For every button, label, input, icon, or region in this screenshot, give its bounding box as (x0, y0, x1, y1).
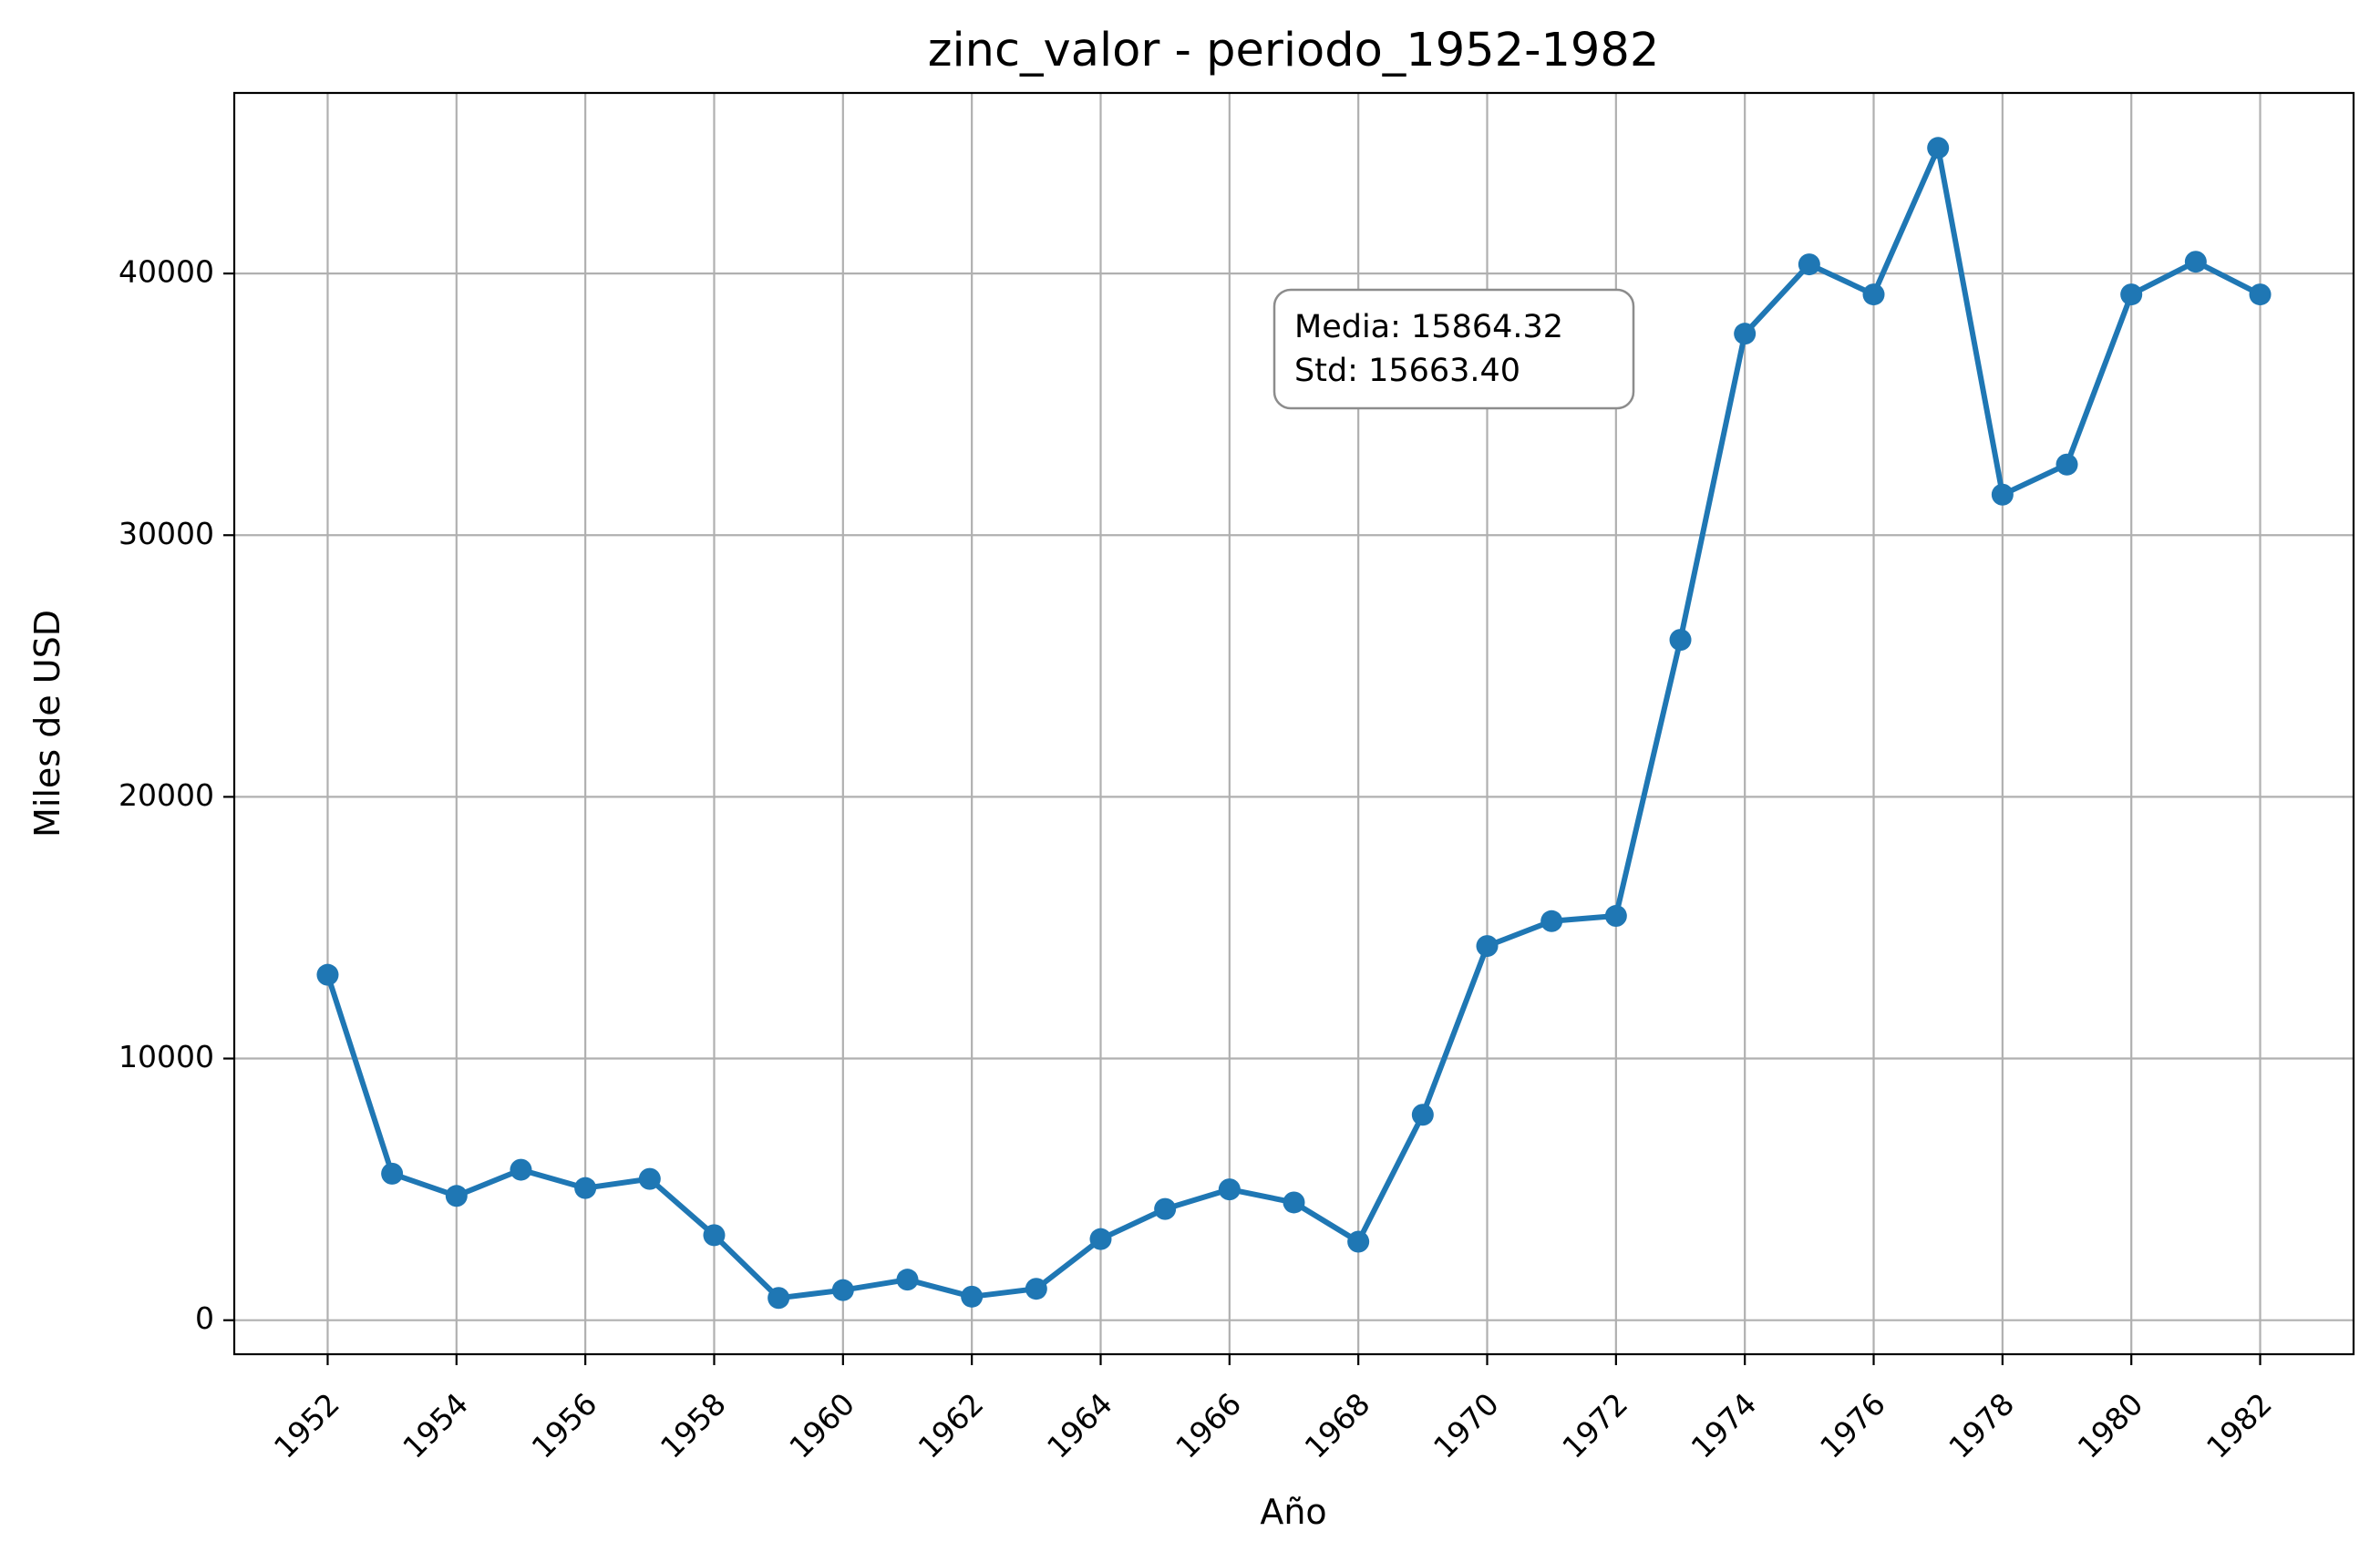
data-point (1283, 1191, 1305, 1214)
data-point (381, 1162, 404, 1185)
x-tick-label: 1954 (396, 1386, 475, 1465)
data-point (961, 1285, 984, 1308)
axis-ticks: 1952 1954 1956 1958 1960 1962 1964 1966 1968 1970… (118, 254, 2279, 1465)
x-tick-label: 1960 (782, 1386, 861, 1465)
y-tick-label: 40000 (118, 254, 214, 290)
y-tick-label: 0 (195, 1300, 214, 1336)
x-tick-label: 1972 (1555, 1386, 1634, 1465)
data-point (1089, 1228, 1112, 1250)
data-point (1991, 483, 2014, 506)
x-tick-label: 1980 (2071, 1386, 2150, 1465)
annotation-mean: Media: 15864.32 (1294, 309, 1563, 345)
data-point (1927, 137, 1950, 159)
data-point (2120, 283, 2143, 306)
data-point (1862, 283, 1885, 306)
x-tick-label: 1962 (912, 1386, 991, 1465)
data-point (638, 1167, 661, 1190)
x-tick-label: 1970 (1427, 1386, 1506, 1465)
x-tick-label: 1966 (1169, 1386, 1248, 1465)
x-tick-label: 1952 (267, 1386, 346, 1465)
data-point (1604, 905, 1627, 928)
stats-annotation: Media: 15864.32 Std: 15663.40 (1272, 288, 1635, 410)
x-tick-label: 1976 (1813, 1386, 1892, 1465)
annotation-box (1272, 288, 1635, 410)
data-point (2184, 251, 2207, 273)
data-point (1798, 253, 1820, 276)
data-point (896, 1269, 919, 1291)
data-point (1347, 1230, 1370, 1253)
x-axis-label: Año (1260, 1492, 1326, 1532)
y-tick-label: 30000 (118, 516, 214, 551)
grid (234, 93, 2354, 1354)
data-point (2055, 453, 2078, 476)
data-point (1154, 1197, 1177, 1220)
data-point (574, 1177, 597, 1199)
data-point (1540, 909, 1563, 932)
data-point (2249, 283, 2272, 306)
y-axis-label: Miles de USD (27, 610, 67, 838)
plot-frame (232, 91, 2355, 1356)
data-point (703, 1224, 726, 1247)
data-point (1669, 629, 1692, 652)
x-tick-label: 1974 (1685, 1386, 1764, 1465)
data-point (1411, 1104, 1434, 1126)
data-point (768, 1287, 790, 1310)
data-point (445, 1185, 468, 1207)
data-point (1218, 1178, 1241, 1201)
data-point (510, 1158, 532, 1181)
x-tick-label: 1958 (654, 1386, 733, 1465)
x-tick-label: 1956 (525, 1386, 604, 1465)
data-point (831, 1279, 854, 1301)
x-tick-label: 1968 (1298, 1386, 1377, 1465)
y-tick-label: 20000 (118, 777, 214, 813)
series (316, 137, 2272, 1310)
data-point (316, 963, 339, 986)
y-tick-label: 10000 (118, 1039, 214, 1074)
annotation-std: Std: 15663.40 (1294, 353, 1520, 389)
chart-title: zinc_valor - periodo_1952-1982 (928, 24, 1660, 77)
x-tick-label: 1982 (2200, 1386, 2279, 1465)
data-point (1734, 323, 1757, 345)
x-tick-label: 1964 (1040, 1386, 1119, 1465)
data-point (1476, 935, 1499, 958)
data-point (1025, 1278, 1047, 1300)
x-tick-label: 1978 (1942, 1386, 2021, 1465)
